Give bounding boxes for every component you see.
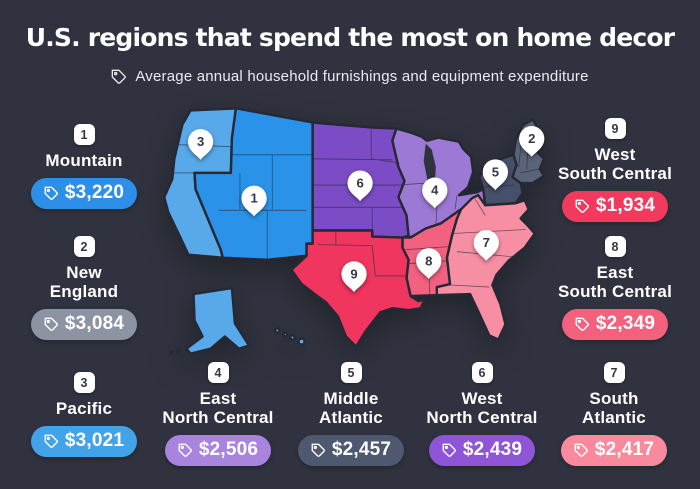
svg-text:3: 3	[197, 134, 204, 149]
svg-text:6: 6	[356, 176, 363, 191]
region-value: $2,506	[198, 439, 259, 461]
map-pin-6: 6	[347, 170, 373, 202]
rank-badge: 6	[471, 362, 493, 383]
map-pin-8: 8	[416, 248, 442, 279]
svg-text:2: 2	[528, 131, 535, 146]
rank-badge: 3	[73, 372, 95, 393]
map-pin-1: 1	[241, 185, 267, 217]
value-pill: $3,084	[30, 309, 138, 341]
map-hawaii	[273, 327, 306, 346]
us-map: 1 2 3 4 5 6 7 8 9	[163, 107, 546, 356]
map-pin-2: 2	[519, 126, 545, 157]
legend-pacific: 3 Pacific $3,021	[0, 372, 169, 458]
lake-michigan	[423, 143, 436, 187]
svg-text:9: 9	[350, 266, 357, 281]
tag-icon	[311, 443, 325, 457]
region-name: New England	[49, 263, 119, 302]
svg-text:1: 1	[250, 191, 257, 206]
region-name: West South Central	[557, 145, 673, 184]
svg-text:7: 7	[483, 235, 490, 250]
legend-east-south-central: 8 East South Central $2,349	[530, 236, 700, 341]
subtitle: Average annual household furnishings and…	[0, 68, 700, 85]
region-name: South Atlantic	[582, 389, 646, 428]
region-name: East North Central	[162, 389, 274, 428]
tag-icon	[44, 434, 58, 448]
rank-badge: 7	[603, 362, 625, 383]
tag-icon	[44, 186, 58, 200]
value-pill: $2,349	[561, 309, 669, 341]
svg-text:8: 8	[425, 253, 432, 268]
region-value: $2,417	[594, 439, 655, 461]
region-name: Mountain	[45, 151, 123, 170]
map-alaska	[185, 286, 251, 355]
map-region-west-south-central	[290, 229, 426, 348]
tag-icon	[178, 443, 192, 457]
region-value: $2,457	[331, 439, 392, 461]
tag-icon	[44, 317, 58, 331]
region-value: $3,084	[64, 313, 125, 335]
tag-icon	[574, 443, 588, 457]
page-title: U.S. regions that spend the most on home…	[25, 23, 675, 52]
map-pin-4: 4	[422, 177, 448, 209]
value-pill: $2,457	[297, 435, 405, 467]
value-pill: $3,021	[30, 426, 138, 458]
region-value: $1,934	[595, 195, 656, 217]
tag-icon	[575, 199, 589, 213]
value-pill: $2,506	[164, 435, 272, 467]
rank-badge: 8	[604, 236, 626, 257]
subtitle-text: Average annual household furnishings and…	[135, 68, 589, 85]
region-value: $3,021	[64, 430, 125, 452]
legend-mountain: 1 Mountain $3,220	[0, 124, 169, 210]
map-pin-3: 3	[187, 129, 214, 160]
map-pin-7: 7	[473, 230, 499, 261]
svg-text:5: 5	[492, 164, 499, 179]
map-pin-5: 5	[482, 159, 508, 191]
map-pin-9: 9	[341, 261, 367, 293]
rank-badge: 2	[73, 236, 95, 257]
region-name: West North Central	[426, 389, 538, 428]
region-value: $3,220	[64, 182, 125, 204]
legend-west-south-central: 9 West South Central $1,934	[530, 118, 700, 223]
legend-new-england: 2 New England $3,084	[0, 236, 169, 341]
rank-badge: 5	[340, 362, 362, 383]
region-name: East South Central	[557, 263, 673, 302]
tag-icon	[442, 443, 456, 457]
legend-middle-atlantic: 5 Middle Atlantic $2,457	[266, 362, 436, 467]
value-pill: $2,439	[428, 435, 536, 467]
rank-badge: 4	[207, 362, 229, 383]
tag-icon	[575, 317, 589, 331]
tag-icon	[112, 69, 127, 84]
svg-text:4: 4	[431, 183, 439, 198]
rank-badge: 1	[73, 124, 95, 145]
legend-west-north-central: 6 West North Central $2,439	[397, 362, 567, 467]
legend-east-north-central: 4 East North Central $2,506	[133, 362, 303, 467]
region-name: Pacific	[55, 399, 113, 418]
region-name: Middle Atlantic	[319, 389, 383, 428]
value-pill: $2,417	[560, 435, 668, 467]
legend-south-atlantic: 7 South Atlantic $2,417	[529, 362, 699, 467]
region-value: $2,349	[595, 313, 656, 335]
value-pill: $1,934	[561, 191, 669, 223]
region-value: $2,439	[462, 439, 523, 461]
value-pill: $3,220	[30, 178, 138, 210]
rank-badge: 9	[604, 118, 626, 139]
